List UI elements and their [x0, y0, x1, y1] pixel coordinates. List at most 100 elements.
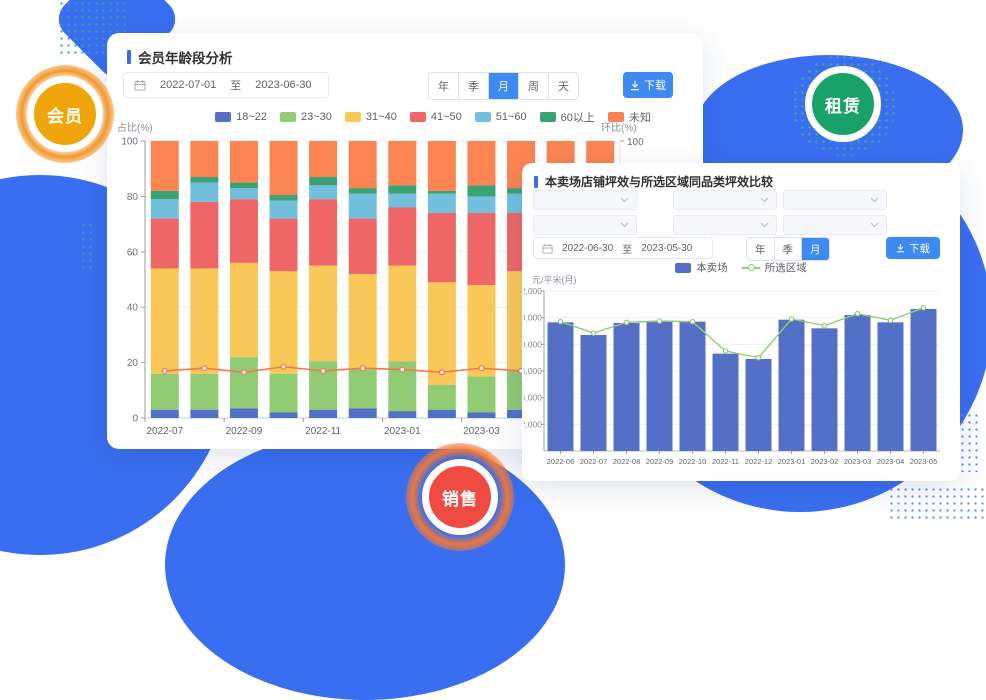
legend-item[interactable]: 所选区域 [741, 260, 807, 275]
bar-segment [269, 141, 298, 196]
svg-text:2022-08: 2022-08 [613, 457, 641, 466]
svg-text:2,000: 2,000 [524, 419, 542, 429]
legend-swatch [675, 262, 692, 273]
badge-sales[interactable]: 销售 [422, 459, 498, 535]
legend-item[interactable]: 31~40 [344, 111, 397, 123]
badge-member[interactable]: 会员 [27, 76, 103, 152]
line-marker [821, 322, 828, 329]
bar-segment [150, 199, 179, 219]
line-marker [623, 319, 630, 326]
bar-segment [467, 185, 496, 197]
bar [844, 315, 871, 451]
bar [910, 309, 937, 451]
bar-segment [309, 409, 338, 418]
filter-select[interactable] [533, 190, 637, 210]
svg-text:2022-11: 2022-11 [712, 457, 739, 466]
period-tab-天[interactable]: 天 [548, 73, 578, 99]
chevron-down-icon [870, 197, 879, 203]
legend-item[interactable]: 41~50 [409, 111, 462, 123]
period-tab-月[interactable]: 月 [488, 73, 518, 99]
svg-text:2022-11: 2022-11 [305, 426, 341, 437]
line-marker [854, 310, 861, 317]
filter-select[interactable] [673, 215, 777, 235]
legend-item[interactable]: 60以上 [539, 109, 595, 125]
date-range-picker[interactable]: 2022-06-30 至 2023-05-30 [533, 237, 713, 259]
bar-segment [467, 213, 496, 286]
chart-legend: 18~22 23~30 31~40 41~50 51~60 60以上 未知 [135, 109, 731, 125]
line-marker [280, 363, 287, 370]
bar-segment [467, 376, 496, 413]
line-marker [689, 318, 696, 325]
card-title-text: 本卖场店铺坪效与所选区域同品类坪效比较 [545, 175, 774, 189]
svg-text:2022-07: 2022-07 [146, 426, 183, 437]
date-start[interactable]: 2022-07-01 [160, 79, 217, 91]
bar [811, 328, 838, 451]
bar-segment [467, 412, 496, 418]
period-tab-季[interactable]: 季 [773, 238, 801, 260]
svg-text:2023-02: 2023-02 [811, 457, 839, 466]
chevron-down-icon [760, 197, 769, 203]
bar-segment [427, 141, 456, 191]
download-button[interactable]: 下载 [623, 72, 673, 98]
efficiency-bar-line-chart: 2,000 4,000 6,000 8,000 10,000 12,000 2022-06 2… [524, 286, 940, 466]
line-marker [656, 318, 663, 324]
date-separator: 至 [622, 244, 633, 256]
period-tab-年[interactable]: 年 [429, 73, 458, 99]
svg-text:10,000: 10,000 [524, 313, 542, 323]
download-button[interactable]: 下载 [886, 237, 940, 259]
legend-item[interactable]: 未知 [607, 109, 651, 125]
period-tab-周[interactable]: 周 [518, 73, 548, 99]
legend-label: 本卖场 [696, 262, 728, 274]
legend-label: 未知 [628, 112, 651, 124]
filter-select[interactable] [783, 190, 887, 210]
svg-text:80: 80 [127, 192, 139, 203]
date-end[interactable]: 2023-06-30 [255, 79, 312, 91]
bar-segment [348, 273, 377, 370]
chevron-down-icon [620, 222, 629, 228]
legend-label: 所选区域 [764, 262, 807, 274]
bar-segment [190, 201, 219, 269]
chevron-down-icon [870, 222, 879, 228]
period-tab-季[interactable]: 季 [458, 73, 488, 99]
filter-select[interactable] [533, 215, 637, 235]
date-start[interactable]: 2022-06-30 [562, 242, 614, 254]
svg-text:8,000: 8,000 [524, 339, 542, 349]
filter-select[interactable] [673, 190, 777, 210]
legend-item[interactable]: 18~22 [215, 111, 267, 123]
period-tab-group: 年季月周天 [428, 72, 579, 100]
line-marker [320, 367, 327, 374]
line-marker [920, 304, 927, 311]
line-marker [788, 316, 795, 322]
badge-rental[interactable]: 租赁 [805, 66, 881, 142]
bar-segment [190, 373, 219, 410]
legend-item[interactable]: 51~60 [474, 111, 527, 123]
svg-text:2023-01: 2023-01 [384, 426, 421, 437]
halftone-dots [80, 222, 94, 270]
period-tab-年[interactable]: 年 [747, 238, 774, 260]
bar [613, 323, 640, 451]
bar-segment [427, 190, 456, 194]
date-range-picker[interactable]: 2022-07-01 至 2023-06-30 [123, 72, 329, 98]
legend-swatch [409, 112, 426, 122]
filter-select[interactable] [783, 215, 887, 235]
bar-segment [348, 141, 377, 189]
download-label: 下载 [644, 80, 666, 92]
bar-segment [190, 268, 219, 374]
legend-label: 60以上 [560, 112, 595, 124]
bar-segment [348, 408, 377, 418]
card-title-text: 会员年龄段分析 [138, 51, 233, 66]
bar-segment [427, 282, 456, 385]
bar-segment [150, 373, 179, 410]
legend-item[interactable]: 本卖场 [675, 260, 728, 275]
card-title: 会员年龄段分析 [127, 47, 233, 67]
legend-item[interactable]: 23~30 [280, 111, 332, 123]
svg-text:60: 60 [127, 247, 139, 258]
badge-rental-label: 租赁 [825, 96, 861, 116]
date-end[interactable]: 2023-05-30 [641, 242, 693, 254]
line-marker [201, 365, 208, 372]
bar-segment [309, 199, 338, 266]
bar-segment [229, 357, 258, 409]
period-tab-月[interactable]: 月 [801, 238, 829, 260]
svg-text:2022-09: 2022-09 [646, 457, 674, 466]
bar-segment [190, 409, 219, 418]
